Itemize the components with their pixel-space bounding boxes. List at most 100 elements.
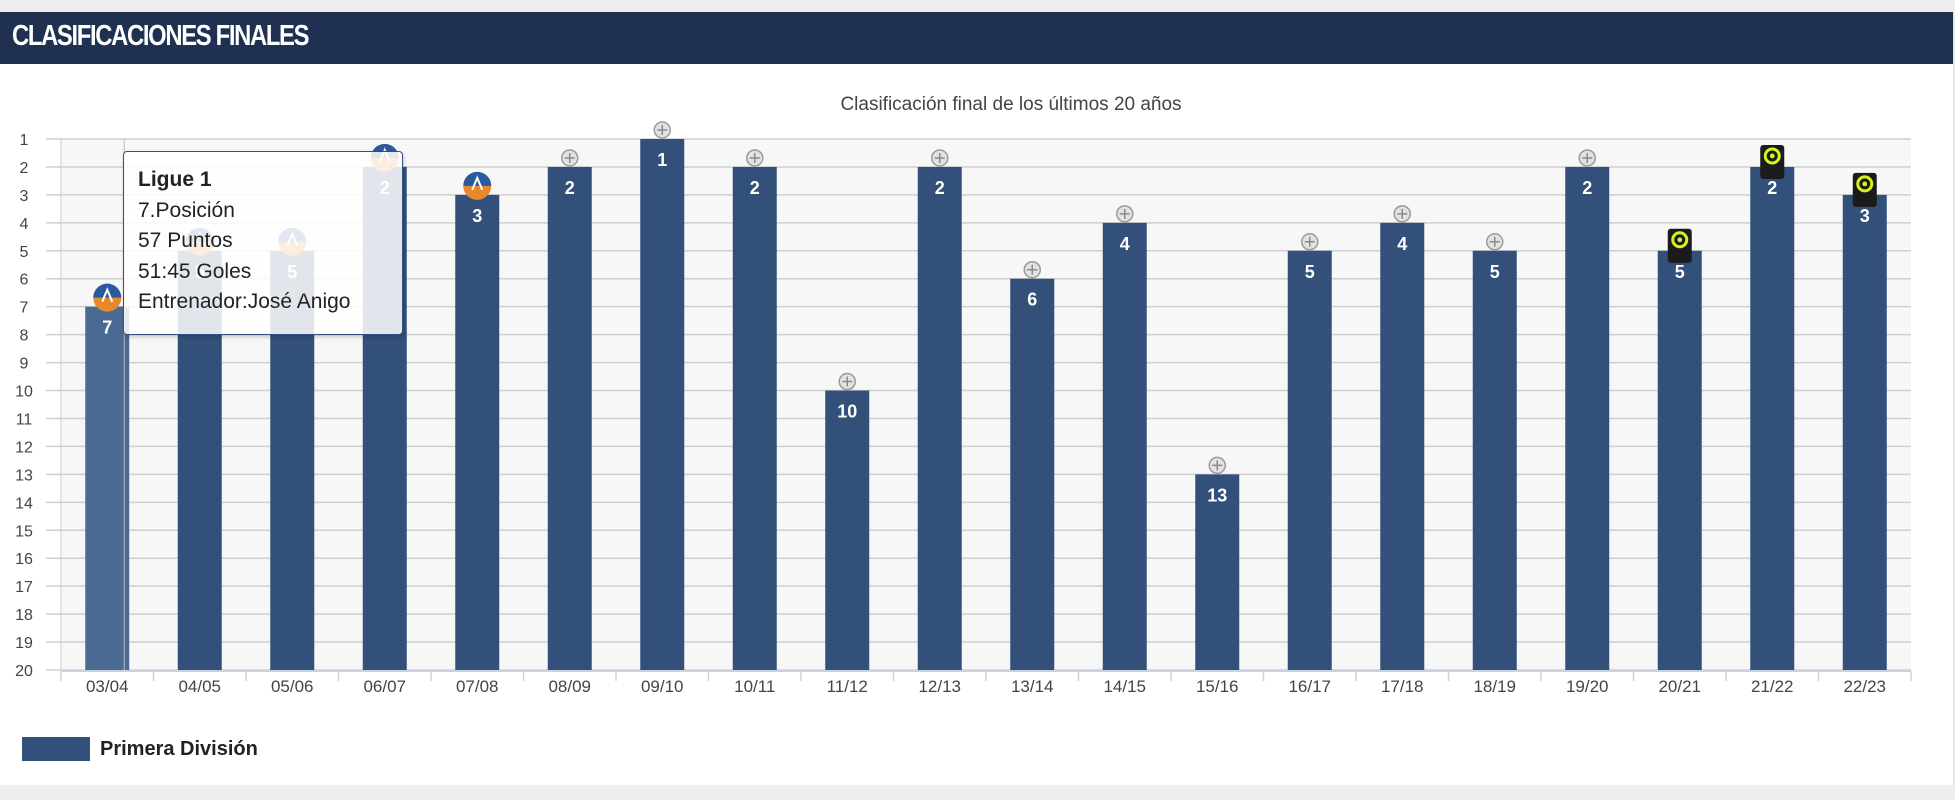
y-tick-label: 5 — [20, 244, 29, 261]
y-tick-label: 3 — [20, 188, 29, 205]
bar-value-label: 6 — [1027, 290, 1037, 310]
x-tick-label: 08/09 — [548, 677, 591, 696]
bar — [1565, 166, 1610, 670]
tooltip-coach: Entrenador:José Anigo — [138, 290, 351, 313]
y-tick-label: 15 — [15, 523, 33, 540]
bar — [455, 194, 500, 671]
bar — [1195, 474, 1240, 670]
bar — [1287, 250, 1332, 670]
x-tick-label: 10/11 — [734, 677, 775, 696]
bar — [1842, 194, 1887, 671]
bar-value-label: 3 — [472, 206, 482, 226]
x-tick-label: 05/06 — [271, 677, 314, 696]
ligue1-new-icon — [1760, 144, 1785, 179]
bar — [825, 390, 870, 670]
x-tick-label: 07/08 — [456, 677, 499, 696]
x-tick-label: 17/18 — [1381, 677, 1424, 696]
ligue1-crest-icon — [1208, 456, 1226, 475]
y-tick-label: 14 — [15, 495, 33, 512]
x-tick-label: 15/16 — [1196, 677, 1239, 696]
ligue1-crest-icon — [838, 372, 856, 391]
bar — [547, 166, 592, 670]
bar — [1472, 250, 1517, 670]
y-tick-label: 4 — [20, 216, 29, 233]
ligue1-crest-icon — [1578, 149, 1596, 167]
bar — [1750, 166, 1795, 670]
y-tick-label: 2 — [20, 160, 29, 177]
x-tick-label: 09/10 — [641, 677, 684, 696]
y-tick-label: 16 — [15, 551, 33, 568]
y-tick-label: 11 — [16, 411, 33, 428]
y-tick-label: 12 — [15, 439, 33, 456]
bar-value-label: 2 — [1767, 178, 1777, 198]
card-header: Clasificaciones finales — [0, 12, 1953, 64]
bar — [732, 166, 777, 670]
y-tick-label: 10 — [15, 384, 33, 401]
x-tick-label: 20/21 — [1658, 677, 1701, 696]
ligue1-crest-icon — [1301, 233, 1319, 251]
x-tick-label: 03/04 — [86, 677, 129, 696]
bar-value-label: 5 — [1490, 262, 1500, 282]
ligue1-new-icon — [1667, 228, 1692, 263]
ligue1-crest-icon — [1486, 233, 1504, 251]
x-tick-label: 16/17 — [1288, 677, 1331, 696]
y-tick-label: 17 — [15, 579, 33, 596]
bar — [1380, 222, 1425, 670]
bar — [640, 139, 685, 670]
x-tick-label: 22/23 — [1843, 677, 1886, 696]
y-tick-label: 1 — [20, 132, 29, 149]
bar-value-label: 7 — [102, 318, 112, 338]
bar-value-label: 2 — [565, 178, 575, 198]
x-tick-label: 21/22 — [1751, 677, 1794, 696]
legend-label-primera-division: Primera División — [100, 737, 258, 760]
y-tick-label: 13 — [15, 467, 33, 484]
bar — [917, 166, 962, 670]
y-tick-label: 6 — [20, 272, 29, 289]
tooltip-goals: 51:45 Goles — [138, 259, 252, 283]
bar-value-label: 2 — [750, 178, 760, 198]
bar-value-label: 2 — [935, 178, 945, 198]
x-tick-label: 04/05 — [178, 677, 221, 696]
x-tick-label: 12/13 — [918, 677, 961, 696]
chart-legend[interactable]: Primera División — [22, 737, 258, 761]
bar-value-label: 3 — [1860, 206, 1870, 226]
tooltip-position: 7.Posición — [138, 198, 235, 222]
ligue1-crest-icon — [1023, 260, 1041, 279]
x-tick-label: 14/15 — [1103, 677, 1146, 696]
ligue1-old-icon — [93, 283, 122, 312]
chart-title: Clasificación final de los últimos 20 añ… — [840, 94, 1181, 115]
bar — [1102, 222, 1147, 670]
tooltip-points: 57 Puntos — [138, 229, 233, 252]
y-tick-label: 18 — [15, 607, 33, 624]
bar-value-label: 5 — [1675, 262, 1685, 282]
bar-value-label: 13 — [1207, 485, 1227, 505]
bar — [1010, 278, 1055, 670]
ligue1-crest-icon — [653, 121, 671, 139]
ligue1-crest-icon — [561, 149, 579, 167]
bar-value-label: 5 — [1305, 262, 1315, 282]
x-tick-label: 18/19 — [1473, 677, 1516, 696]
legend-swatch — [22, 737, 90, 761]
x-tick-label: 19/20 — [1566, 677, 1609, 696]
card-title: Clasificaciones finales — [12, 20, 309, 52]
ligue1-new-icon — [1852, 172, 1877, 207]
y-tick-label: 7 — [20, 300, 29, 317]
x-tick-label: 11/12 — [827, 677, 868, 696]
y-tick-label: 20 — [15, 663, 33, 680]
bar-value-label: 4 — [1397, 234, 1407, 254]
ligue1-crest-icon — [1393, 205, 1411, 223]
y-tick-label: 9 — [20, 356, 29, 373]
bar-value-label: 1 — [657, 150, 667, 170]
y-tick-label: 8 — [20, 328, 29, 345]
bar-value-label: 2 — [1582, 178, 1592, 198]
chart-tooltip: Ligue 1 7.Posición 57 Puntos 51:45 Goles… — [123, 151, 403, 335]
ligue1-crest-icon — [746, 149, 764, 167]
ligue1-crest-icon — [1116, 205, 1134, 223]
x-tick-label: 06/07 — [363, 677, 406, 696]
bar-value-label: 4 — [1120, 234, 1130, 254]
tooltip-title: Ligue 1 — [138, 168, 212, 191]
bar-value-label: 10 — [837, 402, 857, 422]
y-tick-label: 19 — [15, 635, 33, 652]
bar — [1657, 250, 1702, 670]
